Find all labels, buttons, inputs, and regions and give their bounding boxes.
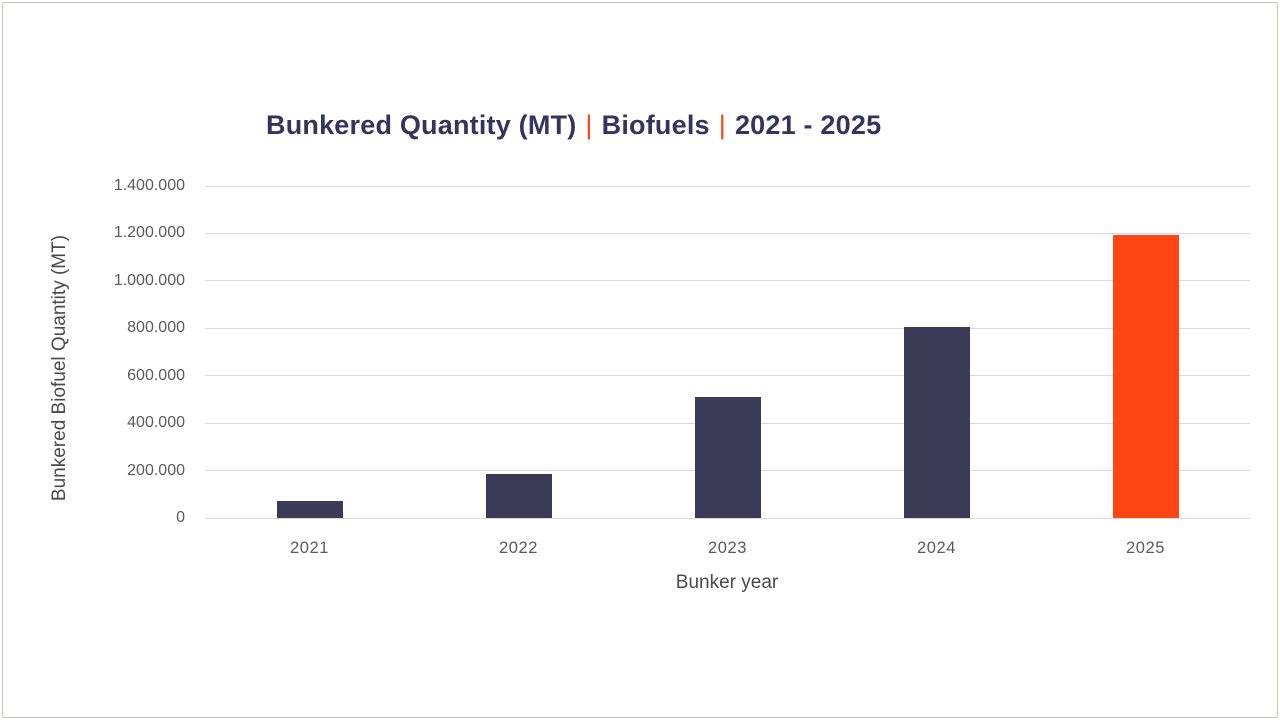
gridline bbox=[205, 232, 1250, 234]
title-part: Bunkered Quantity (MT) bbox=[266, 110, 577, 140]
x-axis-title: Bunker year bbox=[675, 572, 779, 593]
y-tick-label: 200.000 bbox=[127, 461, 185, 479]
gridline bbox=[205, 375, 1250, 377]
y-tick-label: 600.000 bbox=[127, 366, 185, 384]
title-part: Biofuels bbox=[601, 110, 710, 140]
bar-2022 bbox=[485, 474, 552, 518]
bar-2021 bbox=[276, 501, 343, 518]
bar-2025 bbox=[1112, 234, 1179, 518]
y-tick-label: 400.000 bbox=[127, 414, 185, 432]
chart-title: Bunkered Quantity (MT) | Biofuels | 2021 - 2… bbox=[266, 110, 881, 141]
x-tick-label: 2024 bbox=[916, 539, 957, 557]
title-separator: | bbox=[585, 110, 593, 140]
x-tick-label: 2023 bbox=[707, 539, 748, 557]
gridline bbox=[205, 517, 1250, 519]
gridline bbox=[205, 280, 1250, 282]
y-tick-label: 1.400.000 bbox=[113, 177, 185, 194]
x-tick-label: 2021 bbox=[289, 539, 330, 557]
y-tick-label: 800.000 bbox=[127, 319, 185, 337]
gridline bbox=[205, 327, 1250, 329]
plot-area: 0 200.000 400.000 600.000 800.000 1.000.000 1.… bbox=[114, 177, 1250, 557]
bar-2023 bbox=[694, 397, 761, 518]
bar-2024 bbox=[903, 327, 970, 518]
y-tick-label: 1.000.000 bbox=[113, 271, 185, 289]
y-tick-label: 0 bbox=[176, 509, 185, 526]
title-part: 2021 - 2025 bbox=[734, 110, 882, 140]
x-tick-label: 2025 bbox=[1125, 539, 1166, 557]
y-tick-label: 1.200.000 bbox=[113, 224, 185, 242]
title-separator: | bbox=[718, 110, 726, 140]
gridline bbox=[205, 185, 1250, 187]
x-tick-label: 2022 bbox=[498, 539, 539, 557]
